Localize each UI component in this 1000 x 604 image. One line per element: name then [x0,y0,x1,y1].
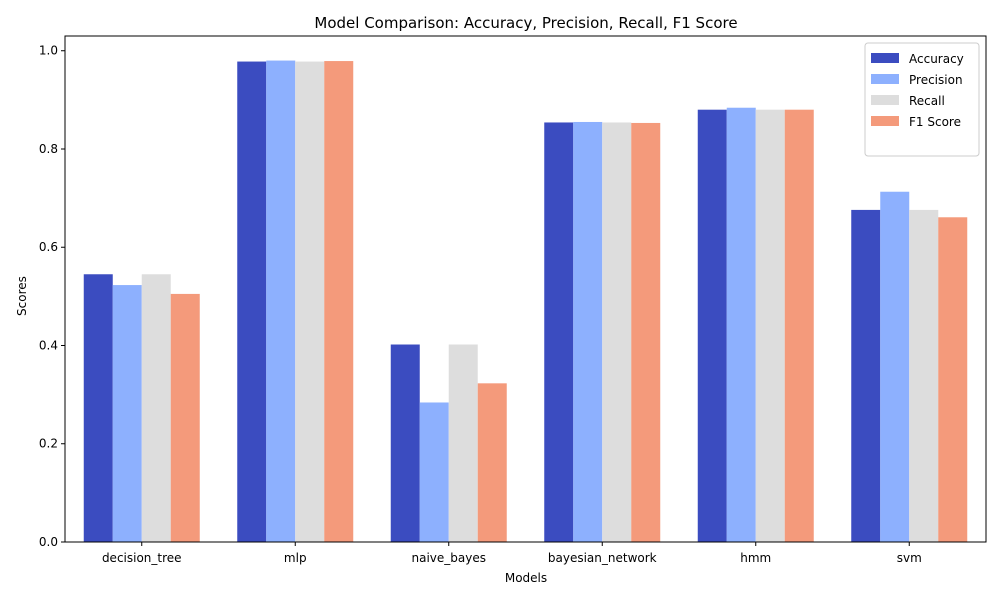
bar-precision-hmm [726,107,756,542]
bar-accuracy-naive_bayes [390,344,420,542]
legend-box [864,42,980,157]
bar-precision-bayesian_network [573,121,603,542]
y-tick-label: 0.4 [39,338,58,352]
bar-accuracy-svm [851,209,881,542]
bar-accuracy-mlp [237,61,267,543]
legend-swatch [871,116,899,126]
bar-f1-score-hmm [784,109,814,542]
x-tick-label: hmm [740,551,771,565]
y-tick-label: 0.8 [39,142,58,156]
y-tick-label: 0.2 [39,437,58,451]
bar-recall-bayesian_network [602,122,632,543]
bar-precision-svm [880,191,910,542]
legend-label: Precision [909,73,963,87]
bar-accuracy-hmm [697,109,727,542]
plot-area: decision_tree mlp naive_bayes bayesian_netw… [39,35,987,565]
x-tick-label: naive_bayes [412,551,486,565]
bar-precision-decision_tree [112,285,142,542]
bar-accuracy-bayesian_network [544,122,574,543]
bar-recall-mlp [295,61,325,543]
y-tick-label: 0.0 [39,535,58,549]
legend-swatch [871,74,899,84]
y-tick-label: 1.0 [39,44,58,58]
bar-recall-naive_bayes [448,344,478,542]
bar-f1-score-mlp [324,61,354,542]
y-tick-label: 0.6 [39,240,58,254]
axes-frame [64,35,987,543]
bar-recall-hmm [755,109,785,542]
legend-label: Accuracy [909,52,964,66]
chart-title: Model Comparison: Accuracy, Precision, R… [314,14,737,32]
x-tick-label: decision_tree [102,551,182,565]
bar-f1-score-svm [938,217,968,542]
legend-label: Recall [909,94,945,108]
bar-f1-score-bayesian_network [631,122,661,542]
x-tick-label: mlp [284,551,307,565]
x-axis-label: Models [505,571,547,585]
legend-swatch [871,95,899,105]
bar-accuracy-decision_tree [83,274,113,542]
y-axis-label: Scores [15,276,29,316]
bar-precision-naive_bayes [419,402,449,542]
legend-label: F1 Score [909,115,961,129]
x-tick-label: svm [897,551,922,565]
bar-f1-score-decision_tree [170,293,200,542]
x-tick-label: bayesian_network [548,551,657,565]
bar-recall-decision_tree [141,274,171,542]
legend-swatch [871,53,899,63]
bar-f1-score-naive_bayes [477,383,507,542]
legend: Accuracy Precision Recall F1 Score [864,42,980,157]
bar-precision-mlp [266,60,296,542]
bar-recall-svm [909,209,939,542]
